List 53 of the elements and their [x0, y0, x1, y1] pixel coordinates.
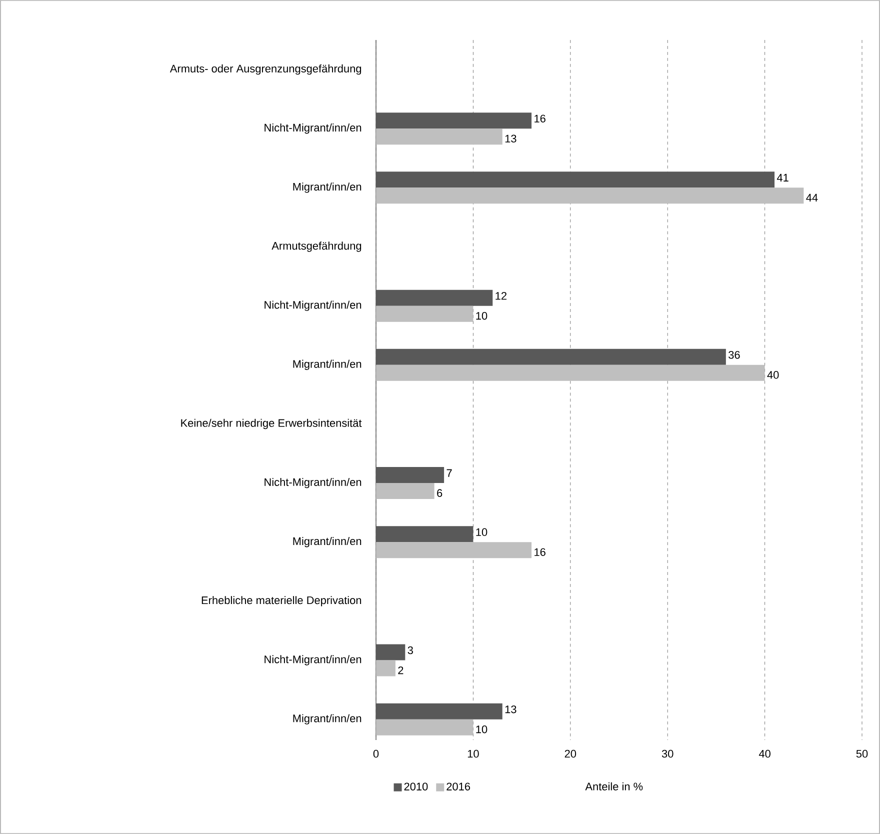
x-tick-label: 0 — [373, 750, 379, 758]
legend-label: 2010 — [404, 782, 428, 790]
bar — [376, 467, 444, 484]
bar — [376, 660, 396, 676]
legend-label: 2016 — [446, 782, 470, 790]
bar — [376, 128, 502, 145]
data-label: 7 — [446, 469, 452, 477]
bar — [376, 719, 474, 736]
bar — [376, 364, 765, 381]
bar — [376, 483, 434, 500]
data-label: 16 — [534, 548, 546, 556]
bar — [376, 644, 406, 660]
data-label: 10 — [476, 725, 488, 734]
data-label: 10 — [476, 312, 488, 320]
bar — [376, 542, 532, 558]
x-tick-label: 20 — [564, 750, 576, 758]
data-label: 41 — [776, 174, 788, 182]
y-tick-label: Keine/sehr niedrige Erwerbsintensität — [181, 418, 362, 430]
y-tick-label: Armuts- oder Ausgrenzungsgefährdung — [170, 64, 362, 75]
x-tick-label: 30 — [662, 750, 674, 758]
y-tick-label: Migrant/inn/en — [293, 537, 362, 548]
y-tick-label: Nicht-Migrant/inn/en — [264, 300, 362, 311]
data-label: 3 — [408, 646, 413, 654]
y-tick-label: Nicht-Migrant/inn/en — [264, 124, 362, 134]
data-label: 13 — [505, 134, 516, 142]
y-tick-label: Nicht-Migrant/inn/en — [264, 655, 362, 666]
bar — [376, 172, 775, 188]
x-tick-label: 40 — [758, 750, 770, 758]
y-tick-label: Migrant/inn/en — [293, 714, 362, 724]
bar — [376, 290, 493, 306]
y-tick-label: Erhebliche materielle Deprivation — [202, 596, 362, 606]
y-tick-label: Armutsgefährdung — [272, 242, 362, 252]
data-label: 2 — [398, 666, 404, 674]
bar — [376, 348, 726, 365]
bar — [376, 188, 804, 204]
x-tick-label: 10 — [468, 750, 479, 758]
x-axis-title: Anteile in % — [585, 782, 643, 790]
bar — [376, 703, 502, 720]
data-label: 16 — [534, 114, 546, 122]
bar — [376, 526, 474, 542]
data-label: 13 — [505, 705, 516, 714]
data-label: 36 — [728, 351, 740, 359]
x-tick-label: 50 — [856, 750, 868, 758]
data-label: 12 — [496, 292, 506, 300]
data-label: 10 — [476, 528, 488, 536]
data-label: 6 — [437, 489, 442, 497]
data-label: 40 — [767, 371, 779, 379]
y-tick-label: Migrant/inn/en — [293, 360, 362, 370]
bar — [376, 306, 474, 322]
data-label: 44 — [806, 194, 818, 202]
y-tick-label: Nicht-Migrant/inn/en — [264, 478, 362, 488]
bar — [376, 112, 532, 129]
y-tick-label: Migrant/inn/en — [293, 182, 362, 193]
